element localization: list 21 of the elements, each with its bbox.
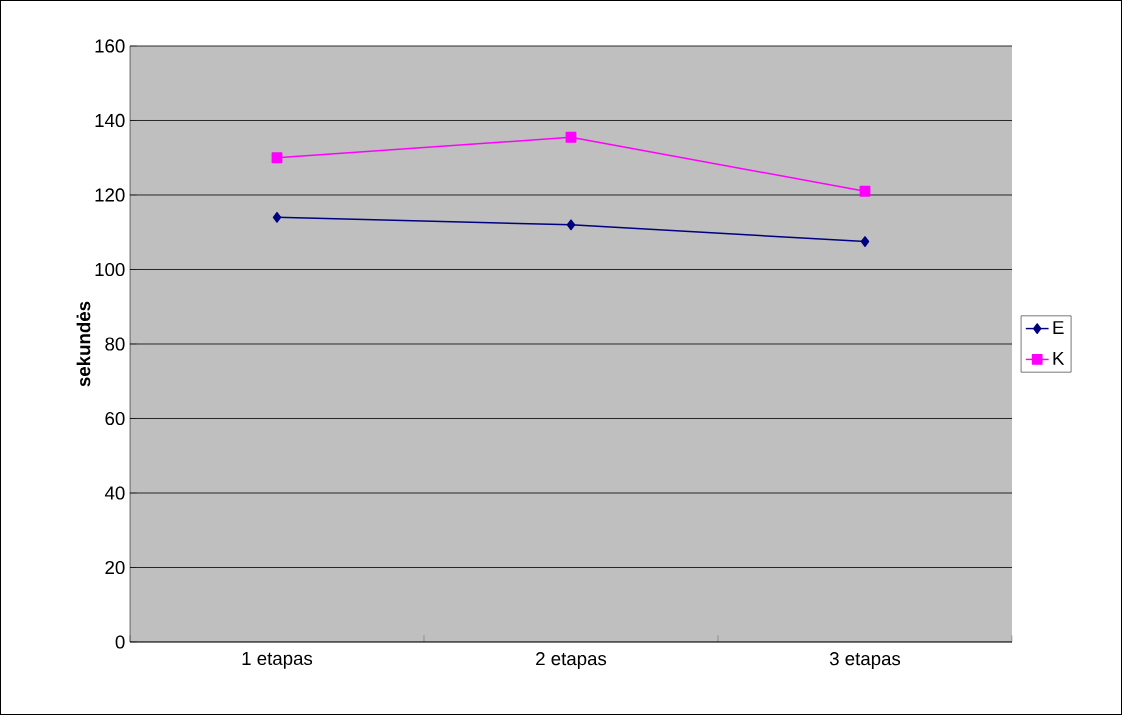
x-tick-label: 3 etapas [829, 652, 901, 669]
y-tick-label: 140 [95, 113, 125, 128]
x-tick-label: 1 etapas [242, 652, 313, 669]
point [565, 131, 577, 143]
x-tick-label: 2 etapas [536, 652, 607, 669]
point [271, 152, 283, 164]
legend-label: K [1053, 352, 1065, 365]
y-tick-label: 60 [105, 411, 125, 426]
point [859, 185, 871, 197]
point [860, 236, 870, 247]
y-tick-label: 100 [95, 262, 125, 277]
point [566, 219, 576, 231]
y-tick-label: 0 [115, 635, 125, 649]
y-tick-label: 40 [104, 486, 125, 500]
y-tick-label: 160 [95, 39, 125, 53]
legend-label: E [1053, 321, 1064, 334]
y-axis-title: sekundės [76, 301, 91, 387]
y-tick-label: 20 [105, 560, 125, 575]
y-tick-label: 120 [95, 188, 125, 202]
y-tick-label: 80 [105, 337, 125, 351]
point [272, 211, 282, 223]
